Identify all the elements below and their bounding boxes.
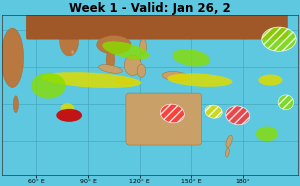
Ellipse shape bbox=[42, 72, 141, 88]
Ellipse shape bbox=[226, 148, 229, 157]
Ellipse shape bbox=[114, 78, 134, 84]
Ellipse shape bbox=[258, 75, 282, 86]
Ellipse shape bbox=[1, 28, 24, 87]
Ellipse shape bbox=[278, 95, 294, 110]
Ellipse shape bbox=[140, 39, 147, 54]
Ellipse shape bbox=[205, 105, 222, 118]
Title: Week 1 - Valid: Jan 26, 2: Week 1 - Valid: Jan 26, 2 bbox=[69, 2, 231, 15]
Ellipse shape bbox=[13, 96, 18, 113]
Ellipse shape bbox=[106, 50, 115, 69]
Ellipse shape bbox=[167, 73, 232, 87]
Ellipse shape bbox=[99, 65, 122, 73]
Ellipse shape bbox=[162, 72, 190, 81]
Ellipse shape bbox=[124, 55, 141, 75]
FancyBboxPatch shape bbox=[26, 13, 288, 39]
Ellipse shape bbox=[226, 135, 232, 147]
Ellipse shape bbox=[56, 109, 82, 122]
Ellipse shape bbox=[61, 103, 74, 113]
Ellipse shape bbox=[71, 50, 74, 54]
FancyBboxPatch shape bbox=[126, 93, 202, 145]
Ellipse shape bbox=[262, 27, 296, 51]
Ellipse shape bbox=[97, 36, 131, 54]
Ellipse shape bbox=[102, 41, 149, 59]
Ellipse shape bbox=[137, 64, 146, 77]
Ellipse shape bbox=[60, 26, 79, 56]
Ellipse shape bbox=[172, 49, 210, 67]
Ellipse shape bbox=[256, 126, 278, 141]
Ellipse shape bbox=[226, 106, 250, 125]
Ellipse shape bbox=[160, 104, 184, 123]
Ellipse shape bbox=[31, 73, 66, 99]
